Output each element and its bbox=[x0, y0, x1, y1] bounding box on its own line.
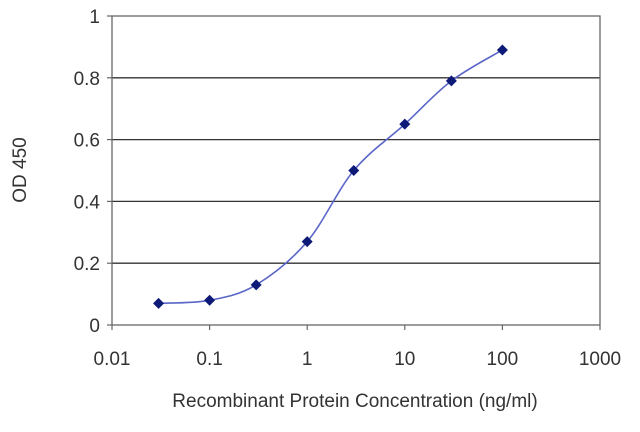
y-tick-label: 1 bbox=[89, 7, 100, 28]
series-layer bbox=[153, 44, 508, 309]
x-tick-label: 1 bbox=[302, 349, 313, 370]
data-point-4 bbox=[348, 165, 360, 176]
data-point-3 bbox=[301, 236, 313, 248]
y-tick-label: 0.2 bbox=[74, 254, 100, 275]
y-axis-title: OD 450 bbox=[10, 137, 31, 202]
grid-layer bbox=[112, 77, 600, 264]
y-tick-label: 0 bbox=[89, 316, 100, 337]
x-tick-label: 10 bbox=[394, 349, 415, 370]
y-tick-label: 0.8 bbox=[74, 69, 100, 90]
y-tick-label: 0.4 bbox=[74, 192, 101, 213]
x-tick-label: 0.01 bbox=[94, 349, 131, 370]
data-point-2 bbox=[250, 279, 262, 291]
plot-frame bbox=[111, 15, 601, 326]
data-point-6 bbox=[445, 75, 457, 87]
data-point-5 bbox=[399, 118, 411, 130]
x-tick-label: 100 bbox=[487, 349, 519, 370]
tick-labels: 0 0.2 0.4 0.6 0.8 1 0.01 0.1 1 10 100 1000 bbox=[74, 7, 622, 370]
data-point-0 bbox=[153, 297, 165, 309]
plot-frame-layer bbox=[111, 15, 601, 326]
series-line-0 bbox=[158, 49, 503, 305]
data-point-1 bbox=[204, 294, 216, 306]
data-point-7 bbox=[496, 44, 508, 56]
x-tick-label: 0.1 bbox=[196, 349, 222, 370]
y-tick-label: 0.6 bbox=[74, 131, 100, 152]
x-tick-label: 1000 bbox=[579, 349, 621, 370]
x-axis-title: Recombinant Protein Concentration (ng/ml… bbox=[172, 391, 537, 412]
